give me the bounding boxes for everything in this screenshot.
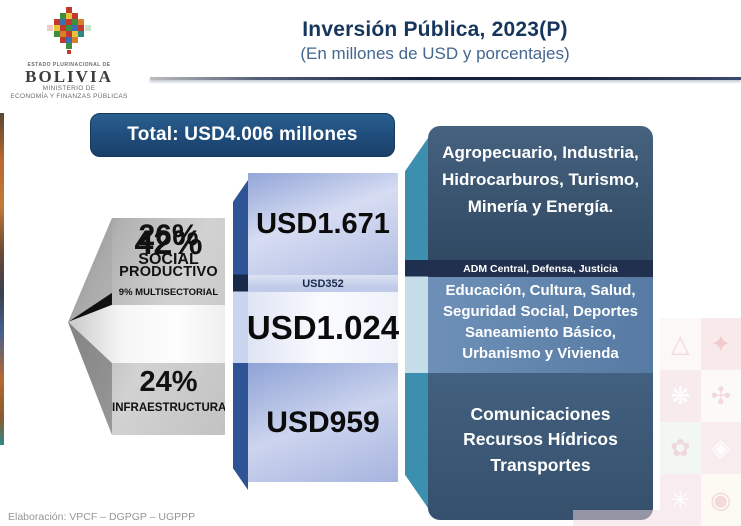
elaboration-credit: Elaboración: VPCF – DGPGP – UGPPP	[8, 511, 196, 523]
header-divider	[150, 77, 741, 80]
social-label: SOCIAL	[138, 251, 199, 268]
productivo-percent: 42%	[134, 224, 203, 262]
amounts-panel: USD1.671 USD352 USD1.024 USD959	[247, 173, 399, 482]
productivo-label: PRODUCTIVO	[119, 264, 218, 280]
social-percent: 26%	[138, 219, 199, 252]
infraestructura-percent: 24%	[139, 366, 198, 398]
multisectorial-amount: USD352	[248, 275, 398, 292]
infraestructura-sectors: Comunicaciones Recursos Hídricos Transpo…	[428, 373, 653, 520]
infraestructura-sectors-line: Comunicaciones	[470, 404, 611, 424]
textile-tile-icon: ❋	[660, 370, 701, 422]
social-sectors-line: Urbanismo y Vivienda	[462, 345, 619, 362]
logo-ministry-line1: MINISTERIO DE	[42, 85, 96, 92]
textile-tile-icon: ◉	[700, 474, 741, 526]
productivo-sectors-line: Hidrocarburos, Turismo,	[441, 170, 640, 190]
textile-tile-icon: ✦	[700, 318, 741, 370]
amounts-panel-bevel	[233, 180, 248, 490]
ministry-logo: ESTADO PLURINACIONAL DE BOLIVIA MINISTER…	[8, 6, 130, 101]
slide-title: Inversión Pública, 2023(P)	[302, 18, 568, 41]
title-block: Inversión Pública, 2023(P) (En millones …	[250, 18, 620, 64]
productivo-sectors: Agropecuario, Industria, Hidrocarburos, …	[428, 126, 653, 260]
textile-tile-icon: ✿	[660, 422, 701, 474]
textile-tile-icon: ◈	[700, 422, 741, 474]
logo-pretitle: ESTADO PLURINACIONAL DE	[27, 62, 111, 68]
total-badge: Total: USD4.006 millones	[90, 113, 395, 157]
infraestructura-label: INFRAESTRUCTURA	[112, 402, 227, 414]
social-sectors-line: Saneamiento Básico,	[465, 324, 616, 341]
textile-pattern-bottom	[573, 510, 660, 526]
multisectorial-sectors: ADM Central, Defensa, Justicia	[428, 260, 653, 277]
productivo-amount: USD1.671	[248, 173, 398, 275]
textile-tile-icon: ✣	[700, 370, 741, 422]
textile-pattern-strip: △ ✦ ❋ ✣ ✿ ◈ ✳ ◉	[660, 318, 741, 526]
bolivia-emblem-icon	[47, 7, 91, 54]
social-sectors-line: Seguridad Social, Deportes	[442, 303, 639, 320]
infraestructura-sectors-line: Transportes	[490, 454, 591, 475]
sectors-panel: Agropecuario, Industria, Hidrocarburos, …	[428, 126, 653, 520]
infraestructura-sectors-line: Recursos Hídricos	[463, 429, 618, 450]
textile-tile-icon: △	[660, 318, 701, 370]
left-edge-image-sliver	[0, 113, 4, 445]
logo-country-name: BOLIVIA	[25, 67, 113, 86]
social-sectors: Educación, Cultura, Salud, Seguridad Soc…	[428, 277, 653, 373]
percentage-arrow: 42% PRODUCTIVO 9% MULTISECTORIAL 26% SOC…	[68, 218, 225, 435]
infraestructura-amount: USD959	[248, 363, 398, 482]
social-amount: USD1.024	[247, 292, 399, 363]
sectors-panel-bevel	[405, 138, 428, 508]
productivo-sectors-line: Minería y Energía.	[467, 197, 614, 217]
productivo-sectors-line: Agropecuario, Industria,	[442, 143, 639, 162]
textile-tile-icon: ✳	[660, 474, 701, 526]
logo-ministry-line2: ECONOMÍA Y FINANZAS PÚBLICAS	[10, 93, 128, 101]
slide-subtitle: (En millones de USD y porcentajes)	[300, 44, 570, 63]
multisectorial-percent-label: 9% MULTISECTORIAL	[118, 287, 219, 298]
social-sectors-line: Educación, Cultura, Salud,	[445, 282, 636, 299]
